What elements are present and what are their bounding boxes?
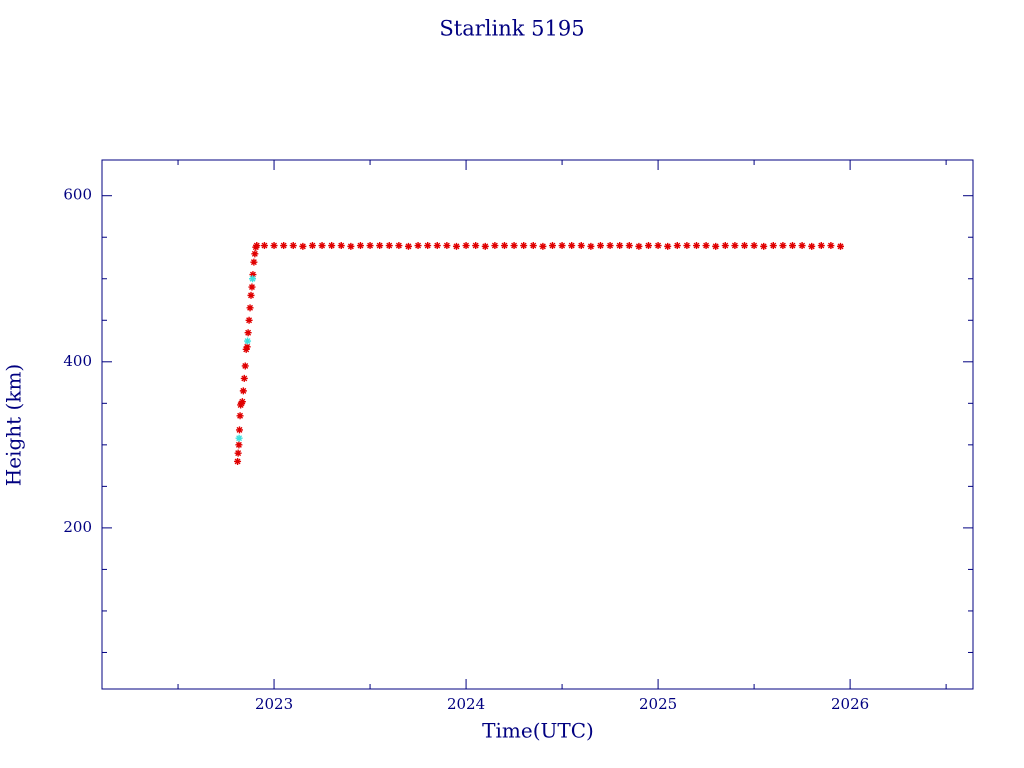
data-point <box>385 242 393 250</box>
data-point <box>395 242 403 250</box>
data-point <box>337 242 345 250</box>
data-point <box>635 242 643 250</box>
data-point <box>789 242 797 250</box>
data-point <box>760 242 768 250</box>
data-point <box>568 242 576 250</box>
data-point <box>366 242 374 250</box>
data-point <box>664 242 672 250</box>
data-point <box>328 242 336 250</box>
data-point <box>240 374 248 382</box>
data-point <box>644 242 652 250</box>
data-point <box>414 242 422 250</box>
data-point <box>249 275 257 283</box>
x-tick-label: 2025 <box>639 695 677 713</box>
data-point <box>247 291 255 299</box>
data-point <box>289 242 297 250</box>
data-point <box>244 329 252 337</box>
data-point <box>376 242 384 250</box>
data-point <box>356 242 364 250</box>
data-point <box>731 242 739 250</box>
data-point <box>548 242 556 250</box>
x-tick-label: 2023 <box>255 695 293 713</box>
data-point <box>702 242 710 250</box>
data-point <box>239 387 247 395</box>
data-point <box>587 242 595 250</box>
data-point <box>510 242 518 250</box>
data-point <box>236 412 244 420</box>
data-point <box>238 398 246 406</box>
data-point <box>253 242 261 250</box>
data-point <box>539 242 547 250</box>
plot-frame <box>101 159 974 690</box>
data-point <box>249 271 257 279</box>
data-point <box>433 242 441 250</box>
data-point <box>260 242 268 250</box>
y-tick-label: 200 <box>63 518 92 536</box>
chart-title: Starlink 5195 <box>439 17 584 41</box>
data-point <box>462 242 470 250</box>
data-point <box>491 242 499 250</box>
data-point <box>625 242 633 250</box>
data-point <box>808 242 816 250</box>
y-tick-label: 600 <box>63 186 92 204</box>
data-point <box>308 242 316 250</box>
data-point <box>817 242 825 250</box>
data-point <box>673 242 681 250</box>
data-point <box>245 316 253 324</box>
data-point <box>235 434 243 442</box>
data-point <box>827 242 835 250</box>
data-point <box>596 242 604 250</box>
data-point <box>712 242 720 250</box>
data-point <box>443 242 451 250</box>
data-point <box>251 250 259 258</box>
data-point <box>779 242 787 250</box>
data-point <box>692 242 700 250</box>
y-axis-label: Height (km) <box>2 364 26 486</box>
data-point <box>235 441 243 449</box>
data-point <box>606 242 614 250</box>
x-tick-label: 2024 <box>447 695 485 713</box>
data-point <box>246 304 254 312</box>
data-point <box>721 242 729 250</box>
data-point <box>500 242 508 250</box>
data-point <box>242 345 250 353</box>
x-axis-label: Time(UTC) <box>482 719 594 743</box>
data-point <box>577 242 585 250</box>
data-point <box>837 242 845 250</box>
data-point <box>520 242 528 250</box>
data-point <box>347 242 355 250</box>
data-point <box>234 449 242 457</box>
data-point <box>558 242 566 250</box>
data-point <box>404 242 412 250</box>
data-point <box>270 242 278 250</box>
data-point <box>750 242 758 250</box>
data-point <box>472 242 480 250</box>
data-point <box>250 258 258 266</box>
data-point <box>654 242 662 250</box>
data-point <box>452 242 460 250</box>
data-point <box>683 242 691 250</box>
data-point <box>235 426 243 434</box>
data-point <box>280 242 288 250</box>
data-point <box>299 242 307 250</box>
data-point <box>243 343 251 351</box>
data-point <box>234 457 242 465</box>
data-point <box>616 242 624 250</box>
data-point <box>798 242 806 250</box>
data-point <box>424 242 432 250</box>
data-point <box>318 242 326 250</box>
data-point <box>248 283 256 291</box>
data-point <box>241 362 249 370</box>
data-point <box>740 242 748 250</box>
data-point <box>244 337 252 345</box>
x-tick-label: 2026 <box>831 695 869 713</box>
data-point <box>529 242 537 250</box>
data-point <box>769 242 777 250</box>
data-point <box>481 242 489 250</box>
y-tick-label: 400 <box>63 352 92 370</box>
